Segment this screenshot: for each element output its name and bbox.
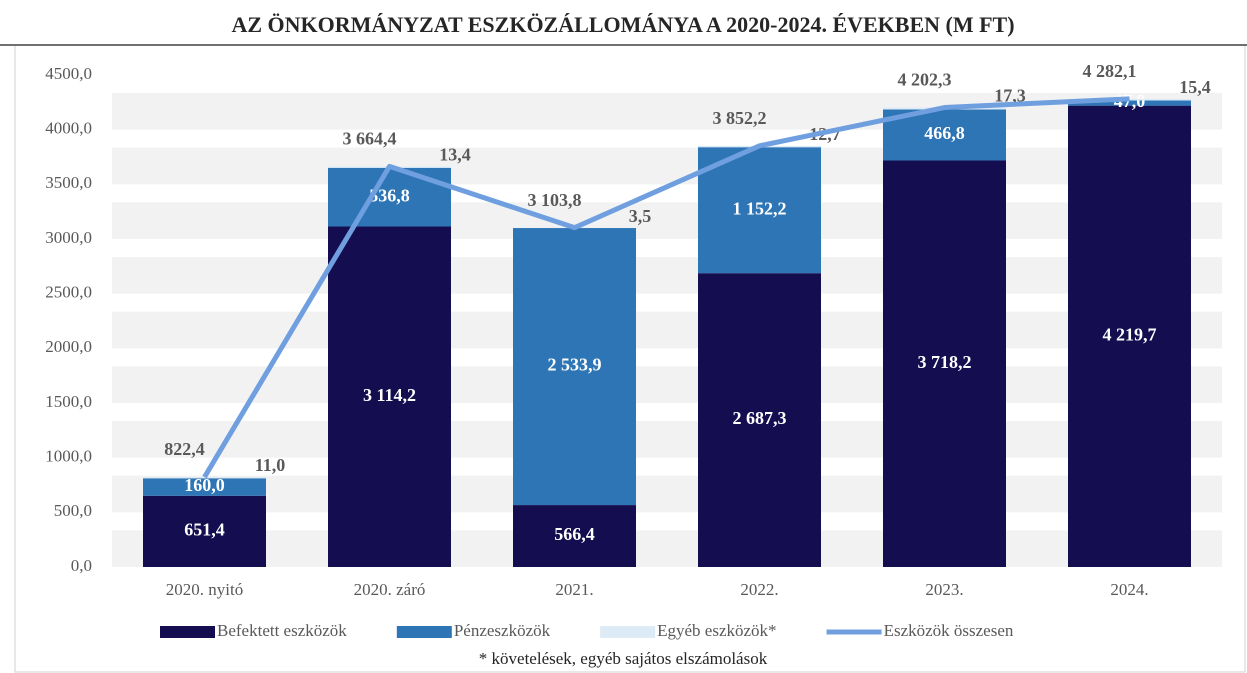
x-tick-label: 2023. [925, 580, 963, 599]
value-label: 2 687,3 [733, 408, 787, 428]
value-label: 3,5 [629, 206, 652, 226]
footnote: * követelések, egyéb sajátos elszámoláso… [479, 649, 768, 668]
legend-swatch [600, 626, 656, 638]
bar-segment [143, 478, 266, 496]
bar-segment [883, 160, 1006, 567]
value-label: 3 664,4 [343, 128, 397, 148]
bar-segment [1068, 100, 1191, 106]
bar-segment [328, 226, 451, 567]
legend-swatch [160, 626, 215, 638]
x-tick-label: 2024. [1110, 580, 1148, 599]
value-label: 3 718,2 [918, 352, 972, 372]
legend-label: Pénzeszközök [454, 621, 551, 640]
bar-segment [513, 505, 636, 567]
value-label: 17,3 [994, 86, 1026, 106]
y-tick-label: 2500,0 [45, 283, 92, 302]
bar-segment [698, 273, 821, 567]
value-label: 13,4 [439, 144, 471, 164]
value-label: 566,4 [554, 524, 595, 544]
bar-segment [513, 228, 636, 506]
value-label: 15,4 [1179, 77, 1211, 97]
bar-segment [143, 495, 266, 567]
y-tick-label: 4500,0 [45, 64, 92, 83]
legend-swatch [396, 626, 452, 638]
value-label: 1 152,2 [733, 198, 787, 218]
value-label: 4 202,3 [898, 70, 952, 90]
legend-label: Eszközök összesen [884, 621, 1014, 640]
value-label: 11,0 [255, 455, 286, 475]
x-tick-label: 2020. nyitó [166, 580, 243, 599]
plot-background [112, 75, 1222, 567]
value-label: 466,8 [924, 123, 965, 143]
bar-segment [143, 477, 266, 479]
legend-label: Egyéb eszközök* [657, 621, 776, 640]
value-label: 3 103,8 [528, 190, 582, 210]
x-tick-label: 2020. záró [354, 580, 426, 599]
y-tick-label: 500,0 [54, 501, 92, 520]
bar-segment [698, 147, 821, 274]
value-label: 3 114,2 [363, 385, 416, 405]
y-tick-label: 3500,0 [45, 173, 92, 192]
y-tick-label: 2000,0 [45, 337, 92, 356]
y-tick-label: 0,0 [71, 556, 92, 575]
value-label: 4 282,1 [1083, 61, 1137, 81]
y-tick-label: 1500,0 [45, 392, 92, 411]
total-line [202, 96, 1130, 479]
legend-label: Befektett eszközök [217, 621, 347, 640]
value-label: 160,0 [184, 475, 225, 495]
x-tick-label: 2021. [555, 580, 593, 599]
value-label: 822,4 [164, 439, 205, 459]
y-tick-label: 3000,0 [45, 228, 92, 247]
value-label: 536,8 [369, 185, 410, 205]
value-label: 651,4 [184, 520, 225, 540]
y-tick-label: 4000,0 [45, 119, 92, 138]
value-label: 3 852,2 [713, 108, 767, 128]
x-tick-label: 2022. [740, 580, 778, 599]
value-label: 2 533,9 [548, 355, 602, 375]
bar-segment [1068, 105, 1191, 568]
chart-title: AZ ÖNKORMÁNYZAT ESZKÖZÁLLOMÁNYA A 2020-2… [231, 12, 1014, 37]
value-label: 4 219,7 [1103, 324, 1157, 344]
y-tick-label: 1000,0 [45, 447, 92, 466]
